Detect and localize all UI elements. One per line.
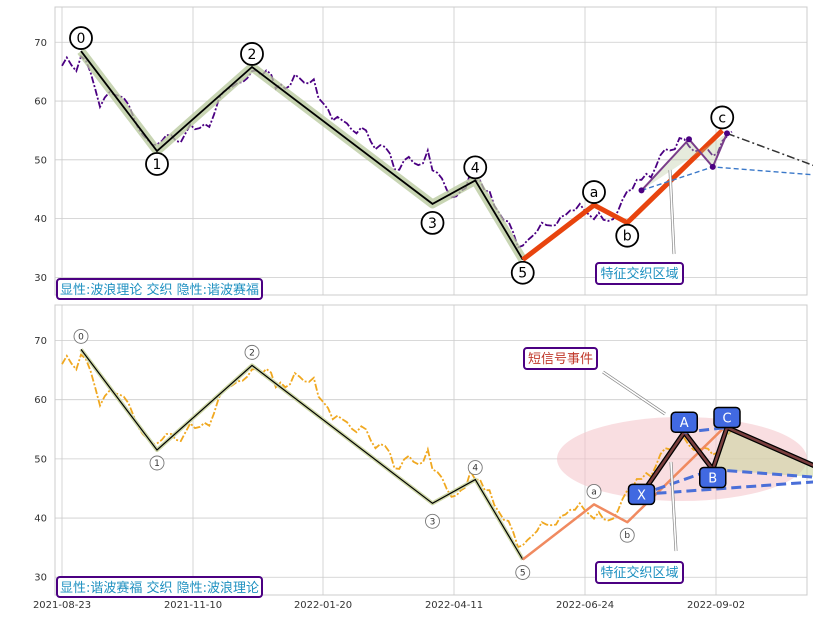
bottom-annotation-box: [56, 576, 263, 598]
wave-label-circle: [582, 180, 606, 204]
harmonic-point: [724, 130, 730, 137]
harmonic-point: [709, 163, 716, 170]
top-wave-labels: 0 1 2 3 4 5 a b c: [69, 26, 735, 285]
harmonic-dashed-xd: [641, 480, 813, 496]
y-tick-label: 50: [34, 454, 47, 465]
bottom-harmonic-labels: XABCD: [627, 406, 741, 506]
corrective-wave-line: [521, 128, 725, 262]
wave-label: 0: [77, 31, 86, 47]
y-tick-label: 30: [34, 273, 47, 284]
top-region-label-box: [595, 262, 684, 285]
y-tick-label: 30: [34, 573, 47, 584]
x-tick-label: 2022-06-24: [556, 600, 614, 611]
harmonic-fill: [641, 133, 727, 191]
harmonic-label: C: [722, 412, 731, 427]
wave-label: 1: [154, 459, 160, 469]
wave-label-circle: [615, 223, 640, 248]
wave-label: 5: [520, 568, 526, 578]
x-tick-label: 2022-01-20: [294, 600, 352, 611]
x-tick-label: 2021-11-10: [164, 600, 222, 611]
wave-label-circle: [586, 483, 602, 499]
wave-label: a: [591, 487, 597, 497]
bottom-region-label-box: [595, 561, 684, 584]
top-y-axis-ticks: 30 40 50 60 70: [34, 38, 47, 284]
harmonic-fill: [712, 427, 813, 478]
wave-label: b: [623, 229, 632, 245]
y-tick-label: 60: [34, 97, 47, 108]
wave-label-circle: [145, 152, 169, 176]
top-region-label: 特征交织区域: [600, 266, 678, 282]
y-tick-label: 70: [34, 38, 47, 49]
wave-label: 1: [153, 157, 162, 173]
wave-label-circle: [463, 155, 488, 180]
wave-label-circle: [69, 26, 93, 50]
y-tick-label: 60: [34, 395, 47, 406]
harmonic-label-box: [699, 466, 727, 489]
harmonic-label: B: [708, 472, 717, 487]
top-region-annotation: 特征交织区域: [595, 169, 684, 285]
impulse-wave-line: [80, 349, 524, 560]
wave-label: 0: [78, 332, 84, 342]
y-tick-label: 50: [34, 155, 47, 166]
wave-label-circle: [73, 328, 89, 344]
wave-label: 2: [249, 348, 255, 358]
wave-label-circle: [515, 565, 531, 580]
x-tick-label: 2022-04-11: [425, 600, 483, 611]
bottom-y-axis-ticks: 30 40 50 60 70: [34, 336, 47, 584]
top-panel: 30 40 50 60 70 0 1 2 3 4 5 a b c 特征交织区域 显性:波浪理论 交织 隐…: [34, 6, 813, 300]
impulse-wave-line: [80, 50, 524, 261]
signal-annotation: 短信号事件: [523, 347, 666, 416]
x-tick-label: 2022-09-02: [687, 600, 745, 611]
wave-label: 3: [428, 216, 437, 232]
wave-label: c: [718, 110, 726, 126]
top-harmonic-lines: [638, 130, 813, 194]
harmonic-dashdot: [726, 132, 813, 167]
wave-label-circle: [467, 460, 483, 476]
wave-label-circle: [619, 527, 635, 543]
wave-label-circle: [244, 344, 260, 360]
harmonic-label: X: [637, 488, 646, 503]
wave-label: 4: [472, 464, 478, 474]
wave-label-circle: [149, 455, 165, 471]
wave-label-circle: [710, 105, 735, 130]
harmonic-line: [640, 133, 728, 192]
harmonic-label-box: [670, 411, 698, 433]
wave-label: 4: [471, 160, 480, 176]
signal-label-box: [523, 347, 598, 370]
wave-label: 2: [248, 47, 257, 63]
harmonic-point: [686, 136, 692, 143]
bottom-annotation-text: 显性:谐波赛福 交织 隐性:波浪理论: [60, 580, 259, 596]
harmonic-label-box: [713, 406, 741, 429]
wave-label: 3: [430, 517, 436, 527]
corrective-wave-line: [522, 428, 724, 561]
wave-label: 5: [518, 266, 527, 282]
wave-label: b: [624, 531, 630, 541]
harmonic-label-box: [627, 483, 656, 506]
wave-label: a: [590, 185, 599, 201]
wave-label-circle: [240, 42, 264, 66]
y-tick-label: 40: [34, 214, 47, 225]
y-tick-label: 40: [34, 514, 47, 525]
y-tick-label: 70: [34, 336, 47, 347]
bottom-annotation: 显性:谐波赛福 交织 隐性:波浪理论: [56, 576, 263, 598]
top-panel-frame: [54, 6, 808, 296]
bottom-region-annotation: 特征交织区域: [595, 461, 684, 584]
wave-label-circle: [510, 260, 535, 285]
wave-label-circle: [420, 210, 445, 235]
bottom-wave-lines: [79, 348, 724, 561]
signal-label: 短信号事件: [528, 352, 593, 367]
x-tick-label: 2021-08-23: [33, 600, 91, 611]
top-annotation: 显性:波浪理论 交织 隐性:谐波赛福: [56, 278, 263, 300]
harmonic-label: A: [680, 416, 689, 431]
harmonic-point: [638, 187, 645, 194]
wave-label-circle: [425, 513, 440, 529]
top-wave-lines: [77, 48, 725, 263]
bottom-x-axis-ticks: 2021-08-23 2021-11-10 2022-01-20 2022-04-11…: [33, 600, 745, 611]
top-annotation-text: 显性:波浪理论 交织 隐性:谐波赛福: [60, 282, 259, 298]
bottom-region-label: 特征交织区域: [600, 565, 678, 581]
top-annotation-box: [56, 278, 263, 300]
